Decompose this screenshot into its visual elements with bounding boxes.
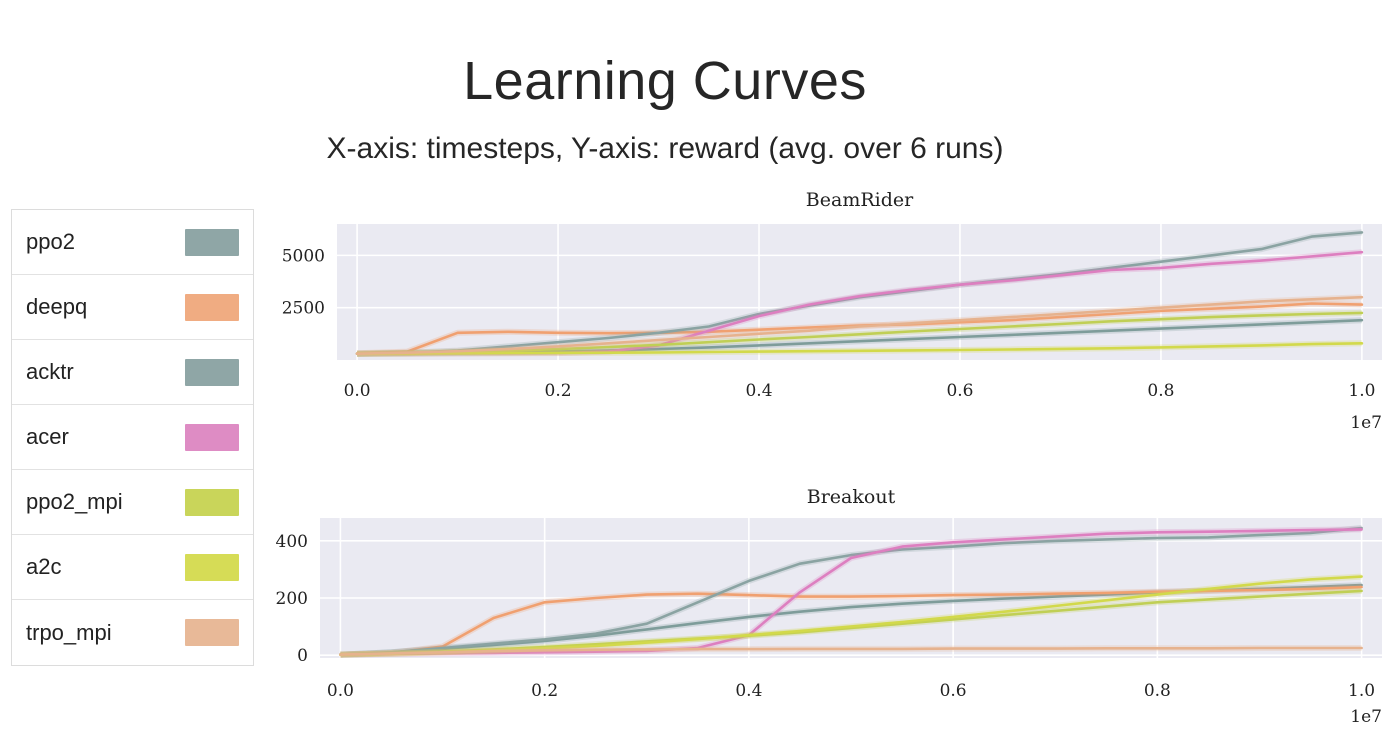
- legend-swatch: [185, 619, 239, 646]
- legend-item-acktr[interactable]: acktr: [12, 340, 253, 405]
- plot-area: [337, 224, 1382, 360]
- y-tick-label: 400: [276, 532, 308, 552]
- x-tick-label: 0.4: [745, 381, 772, 401]
- legend-swatch: [185, 228, 239, 256]
- legend-swatch: [185, 293, 239, 321]
- x-tick-label: 0.2: [531, 681, 558, 701]
- series-line: [355, 342, 1364, 355]
- x-tick-label: 0.8: [1144, 681, 1171, 701]
- legend-label: acer: [26, 424, 69, 449]
- legend-swatch: [185, 358, 239, 386]
- x-tick-label: 0.2: [545, 381, 572, 401]
- x-multiplier-label: 1e7: [1350, 413, 1382, 433]
- y-tick-label: 200: [276, 589, 308, 609]
- legend-label: ppo2_mpi: [26, 489, 123, 514]
- chart-title: Breakout: [807, 486, 896, 508]
- series-line: [355, 311, 1364, 355]
- chart-beamrider: BeamRider 0.0 0.2 0.4 0.6 0.8 1.0 2500 5000 1e7: [282, 189, 1382, 433]
- legend-label: deepq: [26, 294, 88, 319]
- page-subtitle: X-axis: timesteps, Y-axis: reward (avg. …: [326, 132, 1004, 165]
- x-tick-label: 0.0: [327, 681, 354, 701]
- series-line: [339, 528, 1363, 656]
- legend-swatch: [185, 488, 239, 516]
- legend-item-acer[interactable]: acer: [12, 405, 253, 470]
- legend-label: acktr: [26, 359, 74, 384]
- x-tick-label: 0.6: [946, 381, 973, 401]
- series-line: [339, 646, 1363, 656]
- page-title: Learning Curves: [463, 51, 867, 111]
- legend-item-ppo2-mpi[interactable]: ppo2_mpi: [12, 470, 253, 535]
- legend-label: a2c: [26, 554, 62, 579]
- y-tick-label: 2500: [282, 299, 325, 319]
- legend-item-deepq[interactable]: deepq: [12, 275, 253, 340]
- legend-item-a2c[interactable]: a2c: [12, 535, 253, 600]
- x-tick-label: 1.0: [1348, 381, 1375, 401]
- legend-swatch: [185, 553, 239, 581]
- x-tick-label: 0.6: [940, 681, 967, 701]
- legend: ppo2 deepq acktr acer ppo2_mpi a2c trpo_…: [11, 209, 254, 666]
- x-tick-label: 0.0: [344, 381, 371, 401]
- series-line: [339, 526, 1363, 656]
- legend-item-trpo-mpi[interactable]: trpo_mpi: [12, 600, 253, 665]
- x-multiplier-label: 1e7: [1350, 707, 1382, 727]
- chart-title: BeamRider: [806, 189, 914, 211]
- legend-label: ppo2: [26, 229, 75, 254]
- x-tick-label: 1.0: [1348, 681, 1375, 701]
- legend-label: trpo_mpi: [26, 619, 112, 645]
- x-tick-label: 0.8: [1147, 381, 1174, 401]
- series-line: [355, 295, 1364, 355]
- x-tick-label: 0.4: [735, 681, 762, 701]
- y-tick-label: 5000: [282, 246, 325, 266]
- legend-swatch: [185, 423, 239, 451]
- legend-item-ppo2[interactable]: ppo2: [12, 210, 253, 275]
- chart-breakout: Breakout 0.0 0.2 0.4 0.6 0.8 1.0 0 200 400 1e7: [276, 486, 1382, 727]
- y-tick-label: 0: [297, 646, 308, 666]
